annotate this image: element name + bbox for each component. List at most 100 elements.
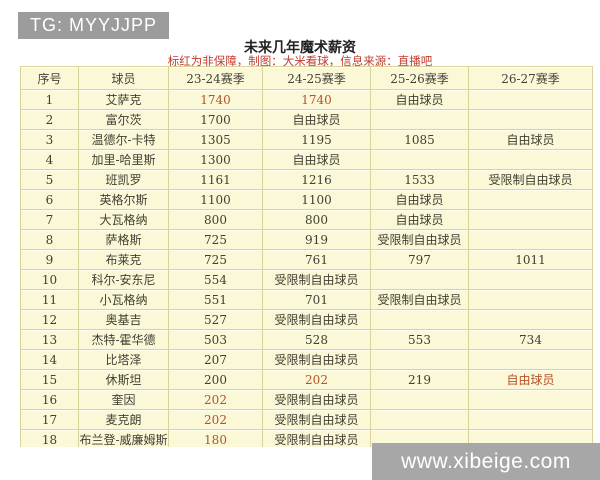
table-row: 2 富尔茨 1700 自由球员 [20,109,593,130]
season-salary-cell [468,349,593,370]
row-number-cell: 5 [20,169,79,190]
season-salary-cell: 自由球员 [370,189,469,210]
table-row: 5 班凯罗 1161 1216 1533 受限制自由球员 [20,169,593,190]
season-salary-cell [370,309,469,330]
season-salary-cell: 自由球员 [468,369,593,390]
season-salary-cell: 725 [168,229,263,250]
season-salary-cell: 1216 [262,169,371,190]
season-salary-cell [468,269,593,290]
tg-watermark-badge: TG: MYYJJPP [18,12,170,39]
player-name-cell: 艾萨克 [78,89,169,110]
player-name-cell: 温德尔-卡特 [78,129,169,150]
season-salary-cell: 1740 [168,89,263,110]
row-number-cell: 7 [20,209,79,230]
season-salary-cell: 701 [262,289,371,310]
season-salary-cell: 受限制自由球员 [262,429,371,447]
season-salary-cell [370,109,469,130]
table-row: 16 奎因 202 受限制自由球员 [20,389,593,410]
player-name-cell: 班凯罗 [78,169,169,190]
season-salary-cell: 1195 [262,129,371,150]
row-number-cell: 16 [20,389,79,410]
column-header: 23-24赛季 [168,66,263,90]
season-salary-cell: 554 [168,269,263,290]
season-salary-cell: 自由球员 [262,109,371,130]
season-salary-cell: 自由球员 [468,129,593,150]
column-header: 序号 [20,66,79,90]
column-header: 球员 [78,66,169,90]
season-salary-cell [468,149,593,170]
season-salary-cell [468,109,593,130]
season-salary-cell: 1161 [168,169,263,190]
table-row: 17 麦克朗 202 受限制自由球员 [20,409,593,430]
season-salary-cell: 734 [468,329,593,350]
table-row: 7 大瓦格纳 800 800 自由球员 [20,209,593,230]
season-salary-cell: 1740 [262,89,371,110]
season-salary-cell: 527 [168,309,263,330]
player-name-cell: 比塔泽 [78,349,169,370]
season-salary-cell: 202 [168,409,263,430]
season-salary-cell: 受限制自由球员 [370,289,469,310]
season-salary-cell [370,389,469,410]
season-salary-cell [468,189,593,210]
table-row: 4 加里-哈里斯 1300 自由球员 [20,149,593,170]
player-name-cell: 布莱克 [78,249,169,270]
season-salary-cell: 1100 [262,189,371,210]
season-salary-cell [370,349,469,370]
player-name-cell: 英格尔斯 [78,189,169,210]
season-salary-cell: 受限制自由球员 [262,309,371,330]
season-salary-cell: 受限制自由球员 [262,349,371,370]
row-number-cell: 2 [20,109,79,130]
player-name-cell: 杰特-霍华德 [78,329,169,350]
player-name-cell: 奥基吉 [78,309,169,330]
row-number-cell: 4 [20,149,79,170]
table-row: 3 温德尔-卡特 1305 1195 1085 自由球员 [20,129,593,150]
salary-table: 序号 球员 23-24赛季 24-25赛季 25-26赛季 26-27赛季 1 艾萨克 174… [20,66,593,447]
season-salary-cell: 200 [168,369,263,390]
season-salary-cell: 202 [262,369,371,390]
site-watermark: www.xibeige.com [372,443,600,480]
table-row: 9 布莱克 725 761 797 1011 [20,249,593,270]
season-salary-cell: 受限制自由球员 [370,229,469,250]
row-number-cell: 13 [20,329,79,350]
table-row: 15 休斯坦 200 202 219 自由球员 [20,369,593,390]
season-salary-cell: 1085 [370,129,469,150]
season-salary-cell [468,229,593,250]
table-row: 6 英格尔斯 1100 1100 自由球员 [20,189,593,210]
player-name-cell: 布兰登-威廉姆斯 [78,429,169,447]
season-salary-cell: 725 [168,249,263,270]
season-salary-cell [468,209,593,230]
player-name-cell: 麦克朗 [78,409,169,430]
season-salary-cell: 503 [168,329,263,350]
row-number-cell: 8 [20,229,79,250]
player-name-cell: 科尔-安东尼 [78,269,169,290]
season-salary-cell [468,289,593,310]
season-salary-cell: 553 [370,329,469,350]
season-salary-cell: 受限制自由球员 [262,269,371,290]
row-number-cell: 17 [20,409,79,430]
season-salary-cell: 受限制自由球员 [262,409,371,430]
column-header: 25-26赛季 [370,66,469,90]
row-number-cell: 15 [20,369,79,390]
season-salary-cell: 800 [262,209,371,230]
player-name-cell: 加里-哈里斯 [78,149,169,170]
table-row: 13 杰特-霍华德 503 528 553 734 [20,329,593,350]
salary-table-body: 1 艾萨克 1740 1740 自由球员 2 富尔茨 1700 自由球员 3 温德尔-卡特 1305 1… [20,89,593,447]
row-number-cell: 1 [20,89,79,110]
season-salary-cell: 自由球员 [262,149,371,170]
season-salary-cell [468,409,593,430]
column-header: 26-27赛季 [468,66,593,90]
row-number-cell: 14 [20,349,79,370]
table-row: 18 布兰登-威廉姆斯 180 受限制自由球员 [20,429,593,447]
player-name-cell: 富尔茨 [78,109,169,130]
table-row: 12 奥基吉 527 受限制自由球员 [20,309,593,330]
season-salary-cell: 1700 [168,109,263,130]
season-salary-cell [468,309,593,330]
player-name-cell: 休斯坦 [78,369,169,390]
season-salary-cell: 180 [168,429,263,447]
row-number-cell: 11 [20,289,79,310]
table-row: 11 小瓦格纳 551 701 受限制自由球员 [20,289,593,310]
player-name-cell: 大瓦格纳 [78,209,169,230]
season-salary-cell: 受限制自由球员 [468,169,593,190]
table-row: 10 科尔-安东尼 554 受限制自由球员 [20,269,593,290]
